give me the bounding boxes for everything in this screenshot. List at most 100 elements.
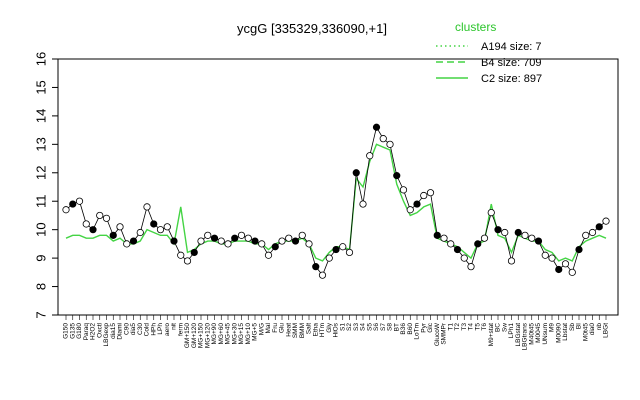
x-tick-label: S6 — [373, 323, 380, 331]
x-tick-label: B36 — [400, 323, 407, 335]
x-tick-label: MG+60 — [218, 323, 225, 345]
x-tick-label: Glc — [427, 322, 434, 333]
data-point — [183, 257, 192, 265]
x-tick-label: C30 — [137, 323, 144, 335]
x-tick-label: M0045 — [535, 323, 542, 343]
x-tick-label: GlucoW — [434, 322, 441, 346]
data-point — [96, 211, 104, 220]
data-point — [156, 226, 165, 234]
data-point — [366, 152, 374, 160]
data-point — [69, 200, 77, 208]
data-point — [251, 237, 259, 245]
data-point — [285, 234, 293, 242]
data-point — [318, 271, 327, 279]
data-point — [548, 254, 556, 262]
x-tick-label: Heat — [285, 323, 292, 337]
x-tick-label: M/G — [258, 323, 265, 335]
x-tick-label: LBGstat — [515, 323, 522, 347]
data-point — [224, 240, 232, 248]
data-point — [528, 234, 536, 242]
x-tick-label: Pyr — [420, 322, 427, 333]
x-tick-label: S7 — [380, 323, 387, 331]
x-tick-label: MG+90 — [211, 323, 218, 345]
x-tick-label: ferm — [177, 323, 184, 336]
data-point — [521, 231, 529, 239]
x-tick-label: BT — [393, 323, 400, 331]
data-point — [116, 223, 124, 231]
data-point — [494, 226, 502, 234]
x-tick-label: T5 — [474, 323, 481, 331]
data-point — [561, 260, 570, 268]
data-point — [501, 228, 509, 237]
data-point — [568, 268, 576, 276]
data-point — [359, 200, 367, 208]
data-point — [82, 220, 90, 228]
x-tick-label: M9 — [549, 323, 556, 332]
x-tick-label: Salt — [306, 323, 313, 334]
data-point — [379, 135, 387, 143]
data-point — [298, 231, 306, 239]
x-tick-label: G135 — [69, 323, 76, 339]
x-tick-label: Cold — [144, 323, 151, 337]
y-tick-label: 16 — [33, 52, 48, 66]
data-point — [190, 248, 198, 257]
x-tick-label: MG+15 — [238, 323, 245, 345]
chart-title: ycgG [335329,336090,+1] — [237, 21, 387, 36]
x-tick-label: HTm — [319, 323, 326, 337]
x-tick-label: B60 — [407, 323, 414, 335]
data-point — [420, 191, 428, 200]
data-point — [143, 203, 151, 211]
data-point — [136, 228, 144, 237]
data-point — [433, 231, 441, 239]
data-point — [487, 209, 495, 217]
data-point — [555, 265, 563, 274]
data-point — [75, 197, 84, 205]
data-point — [109, 231, 117, 239]
data-point — [426, 189, 435, 197]
x-tick-label: dia0 — [589, 323, 596, 336]
x-tick-label: Lbstat — [562, 323, 569, 341]
data-point — [312, 263, 320, 271]
y-axis: 7 8 9 10 11 12 13 14 15 16 — [33, 52, 58, 319]
x-tick-label: Glu — [279, 323, 286, 334]
x-tick-label: nb — [596, 323, 603, 331]
data-point — [264, 251, 273, 259]
data-point — [123, 240, 131, 248]
x-tick-label: UNsum — [542, 323, 549, 345]
y-tick-label: 14 — [33, 109, 48, 123]
x-tick-label: Gly — [326, 322, 333, 333]
data-point — [582, 231, 590, 239]
x-tick-label: Sw — [501, 323, 508, 332]
data-point — [406, 206, 414, 214]
data-point — [231, 234, 239, 242]
data-point — [447, 240, 455, 248]
x-tick-label: Mal — [265, 322, 272, 333]
x-tick-label: S5 — [366, 323, 373, 331]
x-tick-label: S8 — [387, 323, 394, 331]
x-tick-label: S1 — [339, 323, 346, 331]
data-point — [291, 237, 300, 245]
y-tick-label: 9 — [33, 254, 48, 261]
x-tick-label: Sb — [569, 323, 576, 331]
data-point — [467, 263, 475, 271]
x-tick-label: HPh — [150, 323, 157, 336]
data-point — [575, 245, 583, 254]
x-tick-label: BC — [495, 323, 502, 332]
x-tick-label: T4 — [468, 323, 475, 331]
y-tick-label: 13 — [33, 137, 48, 151]
x-tick-label: Oxctl — [96, 322, 103, 337]
legend-entry-label: C2 size: 897 — [481, 73, 542, 85]
x-tick-label: S2 — [346, 323, 353, 331]
x-tick-label: H2O2 — [90, 323, 97, 340]
legend: clusters A194 size: 7 B4 size: 709 C2 size… — [436, 20, 542, 85]
plot-frame — [57, 58, 619, 316]
y-tick-label: 11 — [33, 194, 48, 208]
data-point — [332, 245, 340, 254]
data-point — [345, 248, 354, 257]
data-point — [305, 240, 313, 248]
y-tick-label: 7 — [33, 311, 48, 318]
x-tick-label: aero — [164, 323, 171, 336]
x-tick-label: T3 — [461, 323, 468, 331]
data-point — [62, 206, 70, 214]
